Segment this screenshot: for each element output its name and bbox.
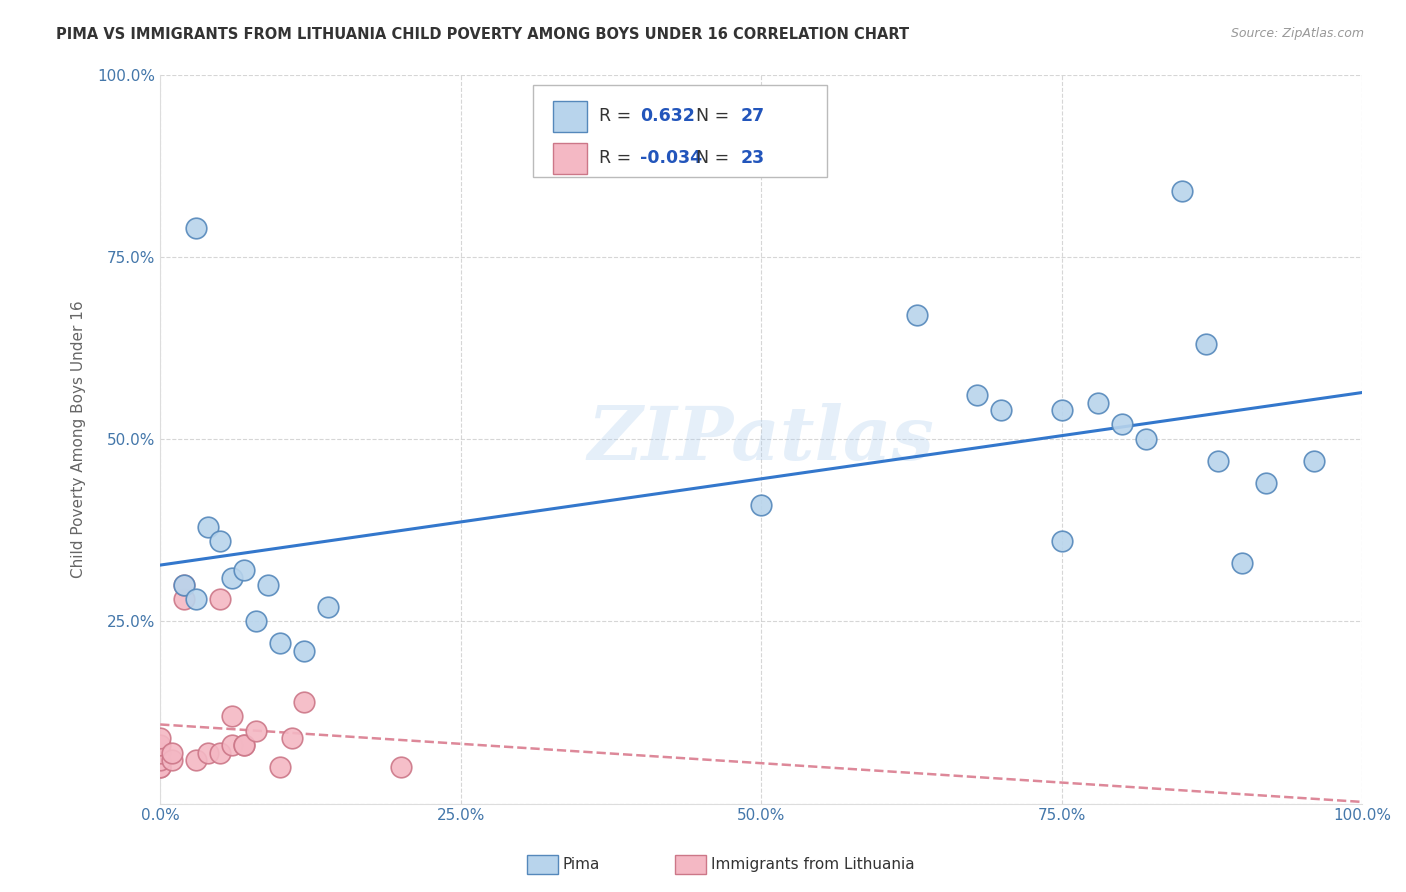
Text: 0.632: 0.632 (640, 107, 695, 126)
Point (281, 731, 304, 745)
Point (1170, 184, 1192, 198)
Point (245, 615, 267, 629)
Point (1195, 337, 1218, 351)
Text: N =: N = (685, 107, 735, 126)
Text: N =: N = (685, 149, 735, 168)
Point (149, 731, 172, 745)
Point (233, 739, 256, 753)
Point (1230, 556, 1253, 570)
Point (990, 403, 1012, 417)
Text: R =: R = (599, 149, 637, 168)
Y-axis label: Child Poverty Among Boys Under 16: Child Poverty Among Boys Under 16 (72, 301, 86, 578)
Point (389, 760, 412, 774)
Point (245, 723, 267, 738)
Point (186, 753, 208, 767)
Point (1111, 417, 1133, 432)
Point (1087, 395, 1109, 409)
Text: Source: ZipAtlas.com: Source: ZipAtlas.com (1230, 27, 1364, 40)
Text: PIMA VS IMMIGRANTS FROM LITHUANIA CHILD POVERTY AMONG BOYS UNDER 16 CORRELATION : PIMA VS IMMIGRANTS FROM LITHUANIA CHILD … (56, 27, 910, 42)
Point (209, 746, 232, 760)
Point (221, 571, 243, 585)
Point (1050, 534, 1073, 549)
Point (173, 578, 195, 592)
Point (294, 643, 316, 657)
Point (209, 534, 232, 549)
Point (233, 563, 256, 577)
Point (149, 739, 172, 753)
Point (221, 739, 243, 753)
Point (160, 746, 183, 760)
Point (149, 753, 172, 767)
Point (269, 760, 291, 774)
Text: R =: R = (599, 107, 637, 126)
Point (186, 592, 208, 607)
Point (318, 599, 340, 614)
Point (294, 694, 316, 708)
FancyBboxPatch shape (533, 86, 827, 177)
Point (160, 753, 183, 767)
Text: Immigrants from Lithuania: Immigrants from Lithuania (711, 857, 915, 871)
Text: Pima: Pima (562, 857, 600, 871)
Point (173, 592, 195, 607)
Point (1254, 475, 1277, 490)
Point (233, 739, 256, 753)
Point (1303, 454, 1326, 468)
Point (186, 220, 208, 235)
Text: 23: 23 (741, 149, 765, 168)
Point (269, 636, 291, 650)
Point (749, 498, 772, 512)
Text: 27: 27 (741, 107, 765, 126)
Point (905, 308, 928, 322)
FancyBboxPatch shape (553, 101, 586, 132)
Point (173, 578, 195, 592)
Point (149, 760, 172, 774)
Point (197, 746, 219, 760)
Point (197, 519, 219, 533)
Text: -0.034: -0.034 (640, 149, 702, 168)
Point (257, 578, 280, 592)
Point (966, 388, 988, 402)
Point (1135, 432, 1157, 446)
Text: ZIPatlas: ZIPatlas (588, 403, 935, 475)
Point (1206, 454, 1229, 468)
Point (149, 760, 172, 774)
FancyBboxPatch shape (553, 143, 586, 174)
Point (221, 709, 243, 723)
Point (209, 592, 232, 607)
Point (149, 746, 172, 760)
Point (1050, 403, 1073, 417)
